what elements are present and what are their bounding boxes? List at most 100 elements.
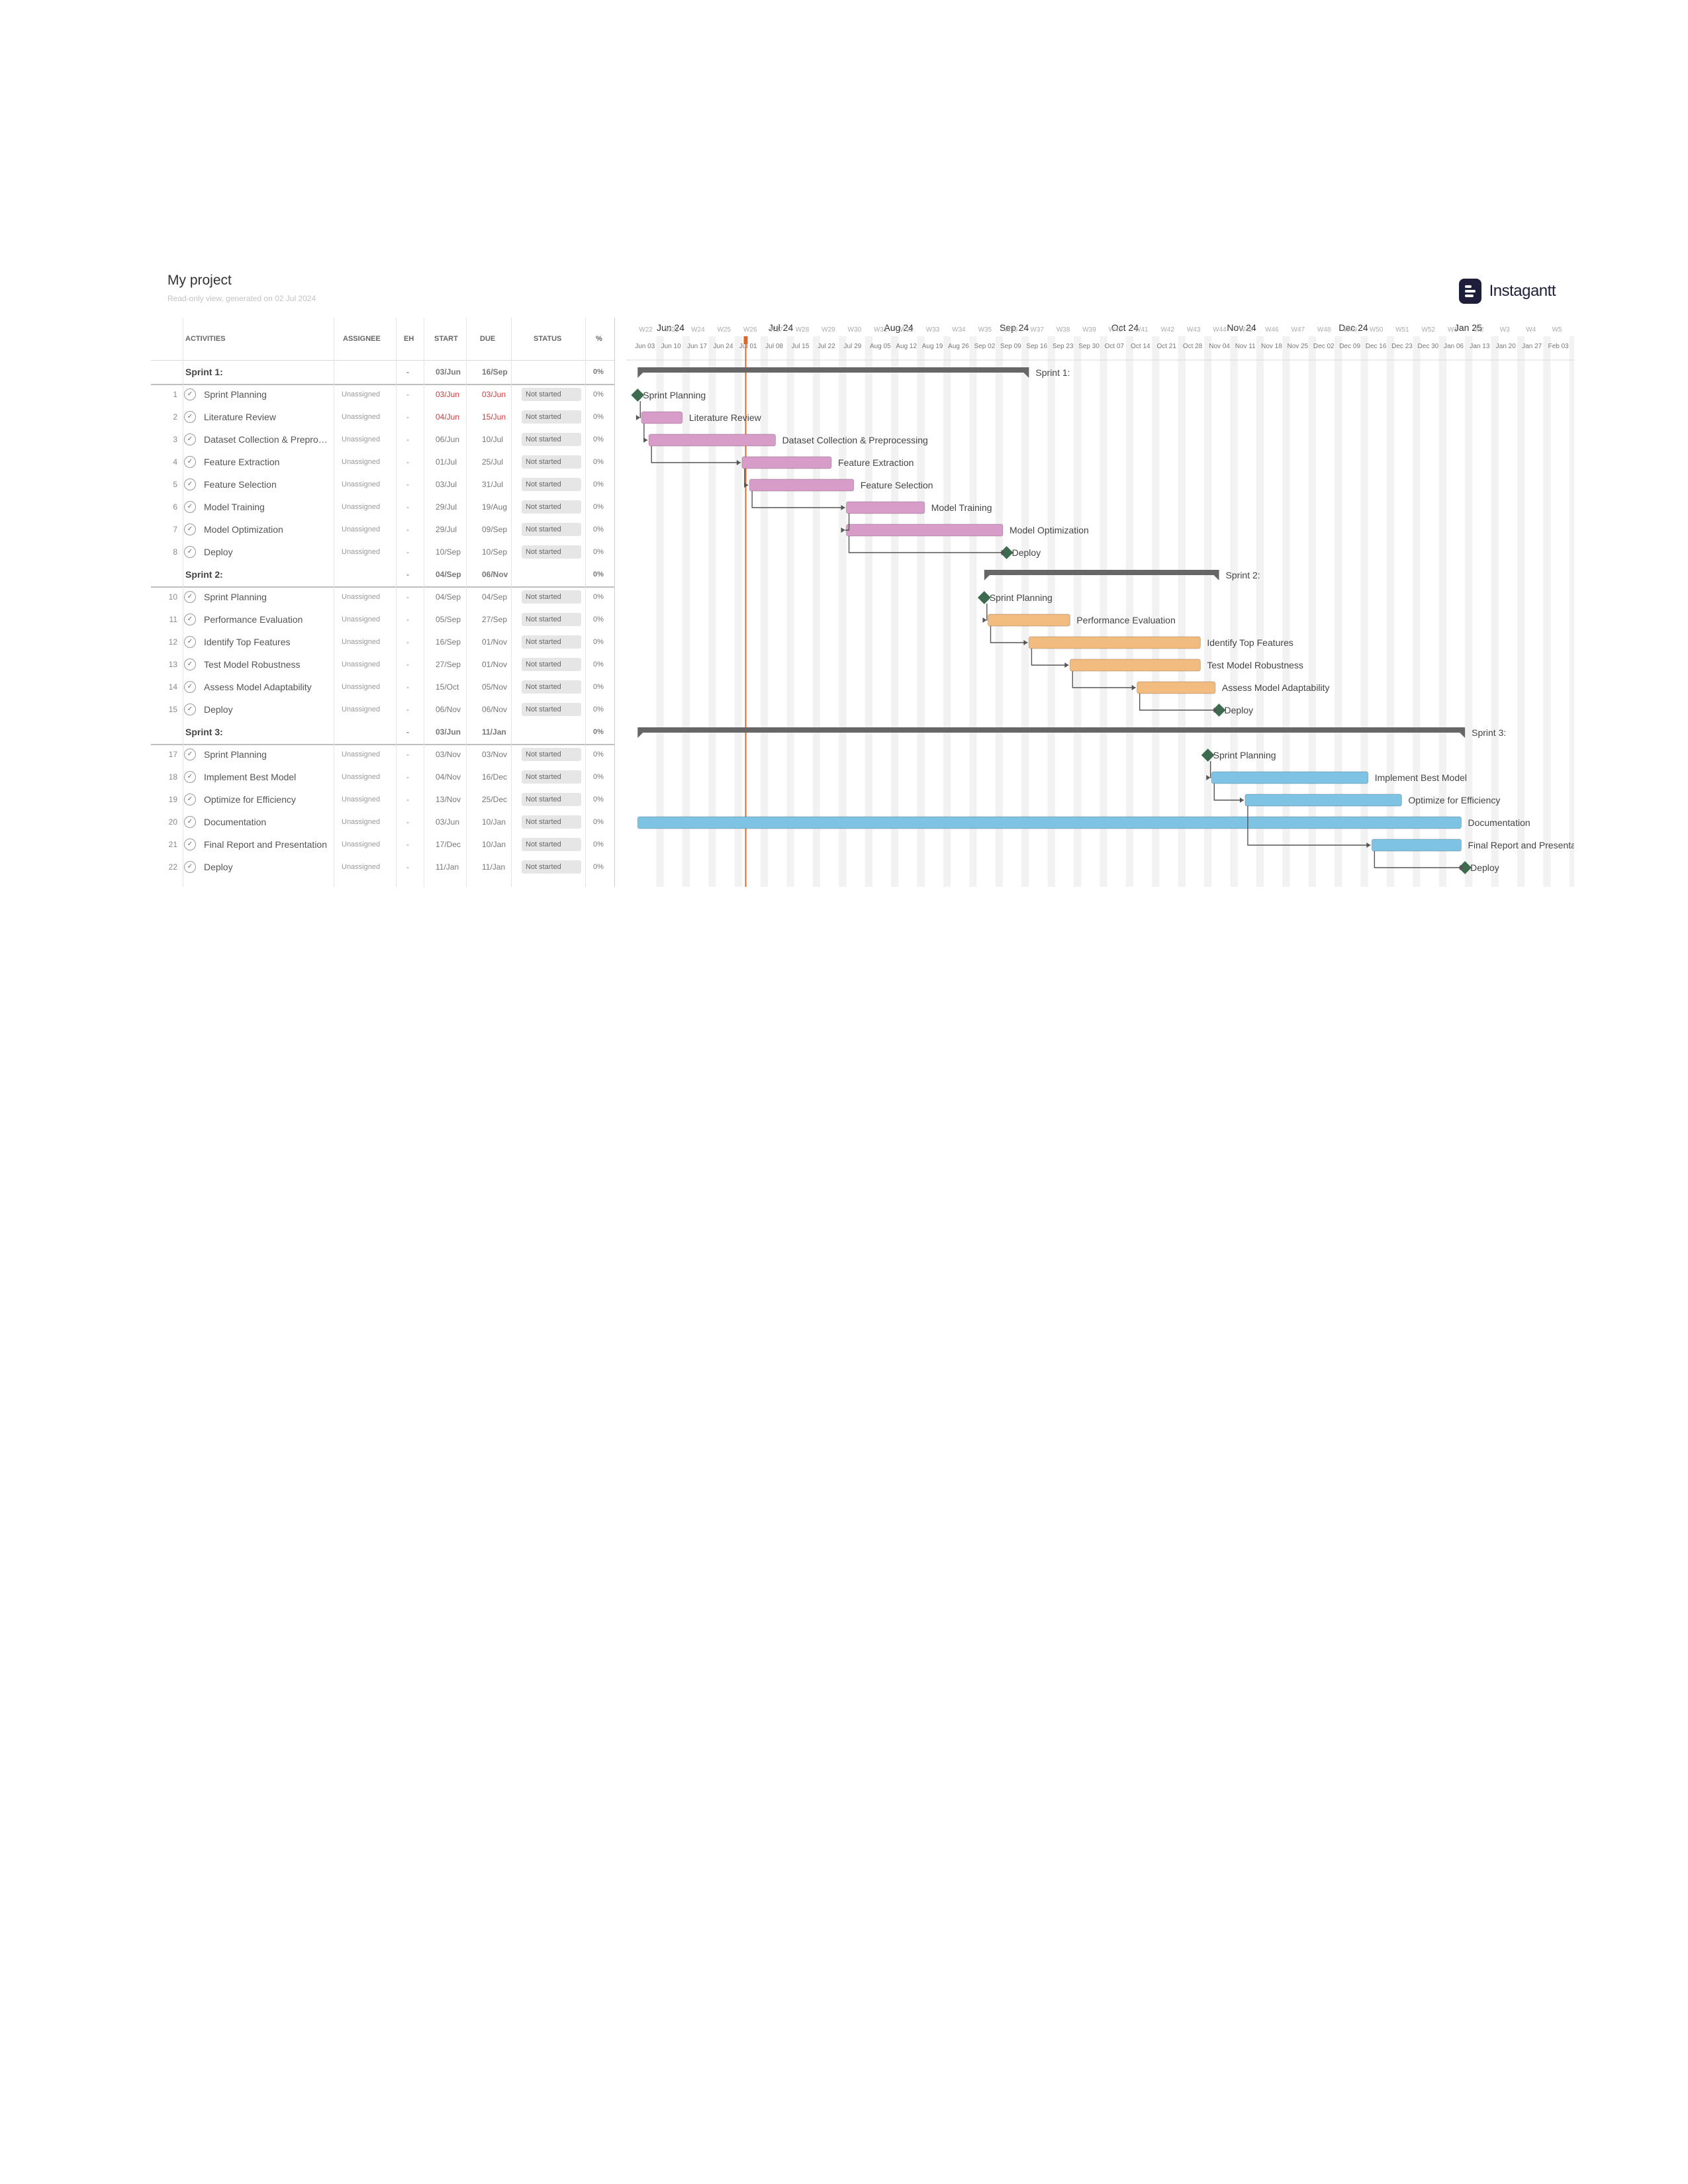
- start-date-cell[interactable]: 03/Jul: [436, 480, 457, 489]
- activity-name[interactable]: Dataset Collection & Prepro…: [204, 434, 328, 445]
- due-date-cell[interactable]: 01/Nov: [482, 637, 508, 647]
- start-date-cell[interactable]: 01/Jul: [436, 457, 457, 467]
- status-badge[interactable]: Not started: [522, 658, 581, 671]
- assignee-cell[interactable]: Unassigned: [342, 593, 381, 601]
- start-date-cell[interactable]: 04/Sep: [436, 592, 461, 602]
- start-date-cell[interactable]: 04/Nov: [436, 772, 461, 782]
- status-badge[interactable]: Not started: [522, 613, 581, 626]
- status-badge[interactable]: Not started: [522, 455, 581, 469]
- complete-check-icon[interactable]: ✓: [184, 816, 196, 828]
- start-date-cell[interactable]: 29/Jul: [436, 502, 457, 512]
- start-date-cell[interactable]: 11/Jan: [436, 862, 459, 872]
- activity-name[interactable]: Model Optimization: [204, 524, 283, 535]
- start-date-cell[interactable]: 03/Jun: [436, 817, 460, 827]
- due-date-cell[interactable]: 05/Nov: [482, 682, 508, 692]
- activity-name[interactable]: Deploy: [204, 547, 233, 557]
- assignee-cell[interactable]: Unassigned: [342, 390, 381, 398]
- start-date-cell[interactable]: 10/Sep: [436, 547, 461, 557]
- complete-check-icon[interactable]: ✓: [184, 411, 196, 423]
- complete-check-icon[interactable]: ✓: [184, 839, 196, 850]
- due-date-cell[interactable]: 01/Nov: [482, 660, 508, 669]
- col-eh[interactable]: EH: [404, 335, 414, 343]
- col-pct[interactable]: %: [596, 335, 602, 343]
- due-date-cell[interactable]: 10/Jan: [482, 817, 506, 827]
- activity-name[interactable]: Assess Model Adaptability: [204, 682, 312, 692]
- status-badge[interactable]: Not started: [522, 860, 581, 874]
- start-date-cell[interactable]: 03/Jun: [436, 727, 461, 737]
- status-badge[interactable]: Not started: [522, 478, 581, 491]
- col-status[interactable]: STATUS: [534, 335, 562, 343]
- due-date-cell[interactable]: 25/Dec: [482, 795, 508, 804]
- col-activities[interactable]: ACTIVITIES: [185, 335, 226, 343]
- activity-name[interactable]: Sprint Planning: [204, 389, 267, 400]
- task-row[interactable]: 22 ✓ Deploy Unassigned - 11/Jan 11/Jan Not star…: [151, 856, 614, 879]
- due-date-cell[interactable]: 25/Jul: [482, 457, 504, 467]
- task-row[interactable]: 4 ✓ Feature Extraction Unassigned - 01/Jul 25/…: [151, 451, 614, 474]
- due-date-cell[interactable]: 03/Nov: [482, 750, 508, 759]
- assignee-cell[interactable]: Unassigned: [342, 773, 381, 781]
- due-date-cell[interactable]: 16/Sep: [482, 367, 508, 377]
- start-date-cell[interactable]: 13/Nov: [436, 795, 461, 804]
- due-date-cell[interactable]: 16/Dec: [482, 772, 508, 782]
- due-date-cell[interactable]: 31/Jul: [482, 480, 504, 489]
- status-badge[interactable]: Not started: [522, 770, 581, 784]
- status-badge[interactable]: Not started: [522, 748, 581, 761]
- activity-name[interactable]: Deploy: [204, 704, 233, 715]
- task-row[interactable]: 8 ✓ Deploy Unassigned - 10/Sep 10/Sep Not start…: [151, 541, 614, 564]
- assignee-cell[interactable]: Unassigned: [342, 841, 381, 848]
- task-row[interactable]: 10 ✓ Sprint Planning Unassigned - 04/Sep 04/Se…: [151, 586, 614, 609]
- sprint-row[interactable]: Sprint 1: - 03/Jun 16/Sep 0%: [151, 361, 614, 385]
- complete-check-icon[interactable]: ✓: [184, 388, 196, 400]
- start-date-cell[interactable]: 16/Sep: [436, 637, 461, 647]
- assignee-cell[interactable]: Unassigned: [342, 525, 381, 533]
- status-badge[interactable]: Not started: [522, 500, 581, 514]
- assignee-cell[interactable]: Unassigned: [342, 751, 381, 758]
- activity-name[interactable]: Documentation: [204, 817, 267, 827]
- complete-check-icon[interactable]: ✓: [184, 546, 196, 558]
- task-row[interactable]: 1 ✓ Sprint Planning Unassigned - 03/Jun 03/Jun…: [151, 384, 614, 406]
- task-row[interactable]: 6 ✓ Model Training Unassigned - 29/Jul 19/Aug N…: [151, 496, 614, 519]
- activity-name[interactable]: Identify Top Features: [204, 637, 291, 647]
- complete-check-icon[interactable]: ✓: [184, 794, 196, 805]
- start-date-cell[interactable]: 29/Jul: [436, 525, 457, 534]
- complete-check-icon[interactable]: ✓: [184, 591, 196, 603]
- due-date-cell[interactable]: 10/Jul: [482, 435, 504, 444]
- status-badge[interactable]: Not started: [522, 590, 581, 604]
- activity-name[interactable]: Sprint 3:: [185, 727, 223, 737]
- activity-name[interactable]: Sprint Planning: [204, 749, 267, 760]
- start-date-cell[interactable]: 04/Sep: [436, 570, 461, 579]
- assignee-cell[interactable]: Unassigned: [342, 480, 381, 488]
- assignee-cell[interactable]: Unassigned: [342, 796, 381, 803]
- activity-name[interactable]: Deploy: [204, 862, 233, 872]
- complete-check-icon[interactable]: ✓: [184, 771, 196, 783]
- complete-check-icon[interactable]: ✓: [184, 523, 196, 535]
- task-row[interactable]: 12 ✓ Identify Top Features Unassigned - 16/Se…: [151, 631, 614, 654]
- assignee-cell[interactable]: Unassigned: [342, 435, 381, 443]
- complete-check-icon[interactable]: ✓: [184, 636, 196, 648]
- start-date-cell[interactable]: 03/Jun: [436, 390, 460, 399]
- task-row[interactable]: 7 ✓ Model Optimization Unassigned - 29/Jul 09/…: [151, 519, 614, 541]
- status-badge[interactable]: Not started: [522, 680, 581, 694]
- due-date-cell[interactable]: 04/Sep: [482, 592, 508, 602]
- sprint-row[interactable]: Sprint 3: - 03/Jun 11/Jan 0%: [151, 721, 614, 745]
- sprint-row[interactable]: Sprint 2: - 04/Sep 06/Nov 0%: [151, 564, 614, 588]
- activity-name[interactable]: Optimize for Efficiency: [204, 794, 297, 805]
- status-badge[interactable]: Not started: [522, 523, 581, 536]
- assignee-cell[interactable]: Unassigned: [342, 615, 381, 623]
- task-row[interactable]: 14 ✓ Assess Model Adaptability Unassigned - 1…: [151, 676, 614, 699]
- complete-check-icon[interactable]: ✓: [184, 681, 196, 693]
- col-assignee[interactable]: ASSIGNEE: [343, 335, 381, 343]
- due-date-cell[interactable]: 06/Nov: [482, 570, 508, 579]
- status-badge[interactable]: Not started: [522, 793, 581, 806]
- start-date-cell[interactable]: 06/Jun: [436, 435, 460, 444]
- due-date-cell[interactable]: 10/Jan: [482, 840, 506, 849]
- task-row[interactable]: 21 ✓ Final Report and Presentation Unassign…: [151, 834, 614, 856]
- assignee-cell[interactable]: Unassigned: [342, 503, 381, 511]
- due-date-cell[interactable]: 15/Jun: [482, 412, 506, 422]
- col-due[interactable]: DUE: [480, 335, 496, 343]
- start-date-cell[interactable]: 27/Sep: [436, 660, 461, 669]
- due-date-cell[interactable]: 10/Sep: [482, 547, 508, 557]
- activity-name[interactable]: Literature Review: [204, 412, 276, 422]
- assignee-cell[interactable]: Unassigned: [342, 660, 381, 668]
- due-date-cell[interactable]: 27/Sep: [482, 615, 508, 624]
